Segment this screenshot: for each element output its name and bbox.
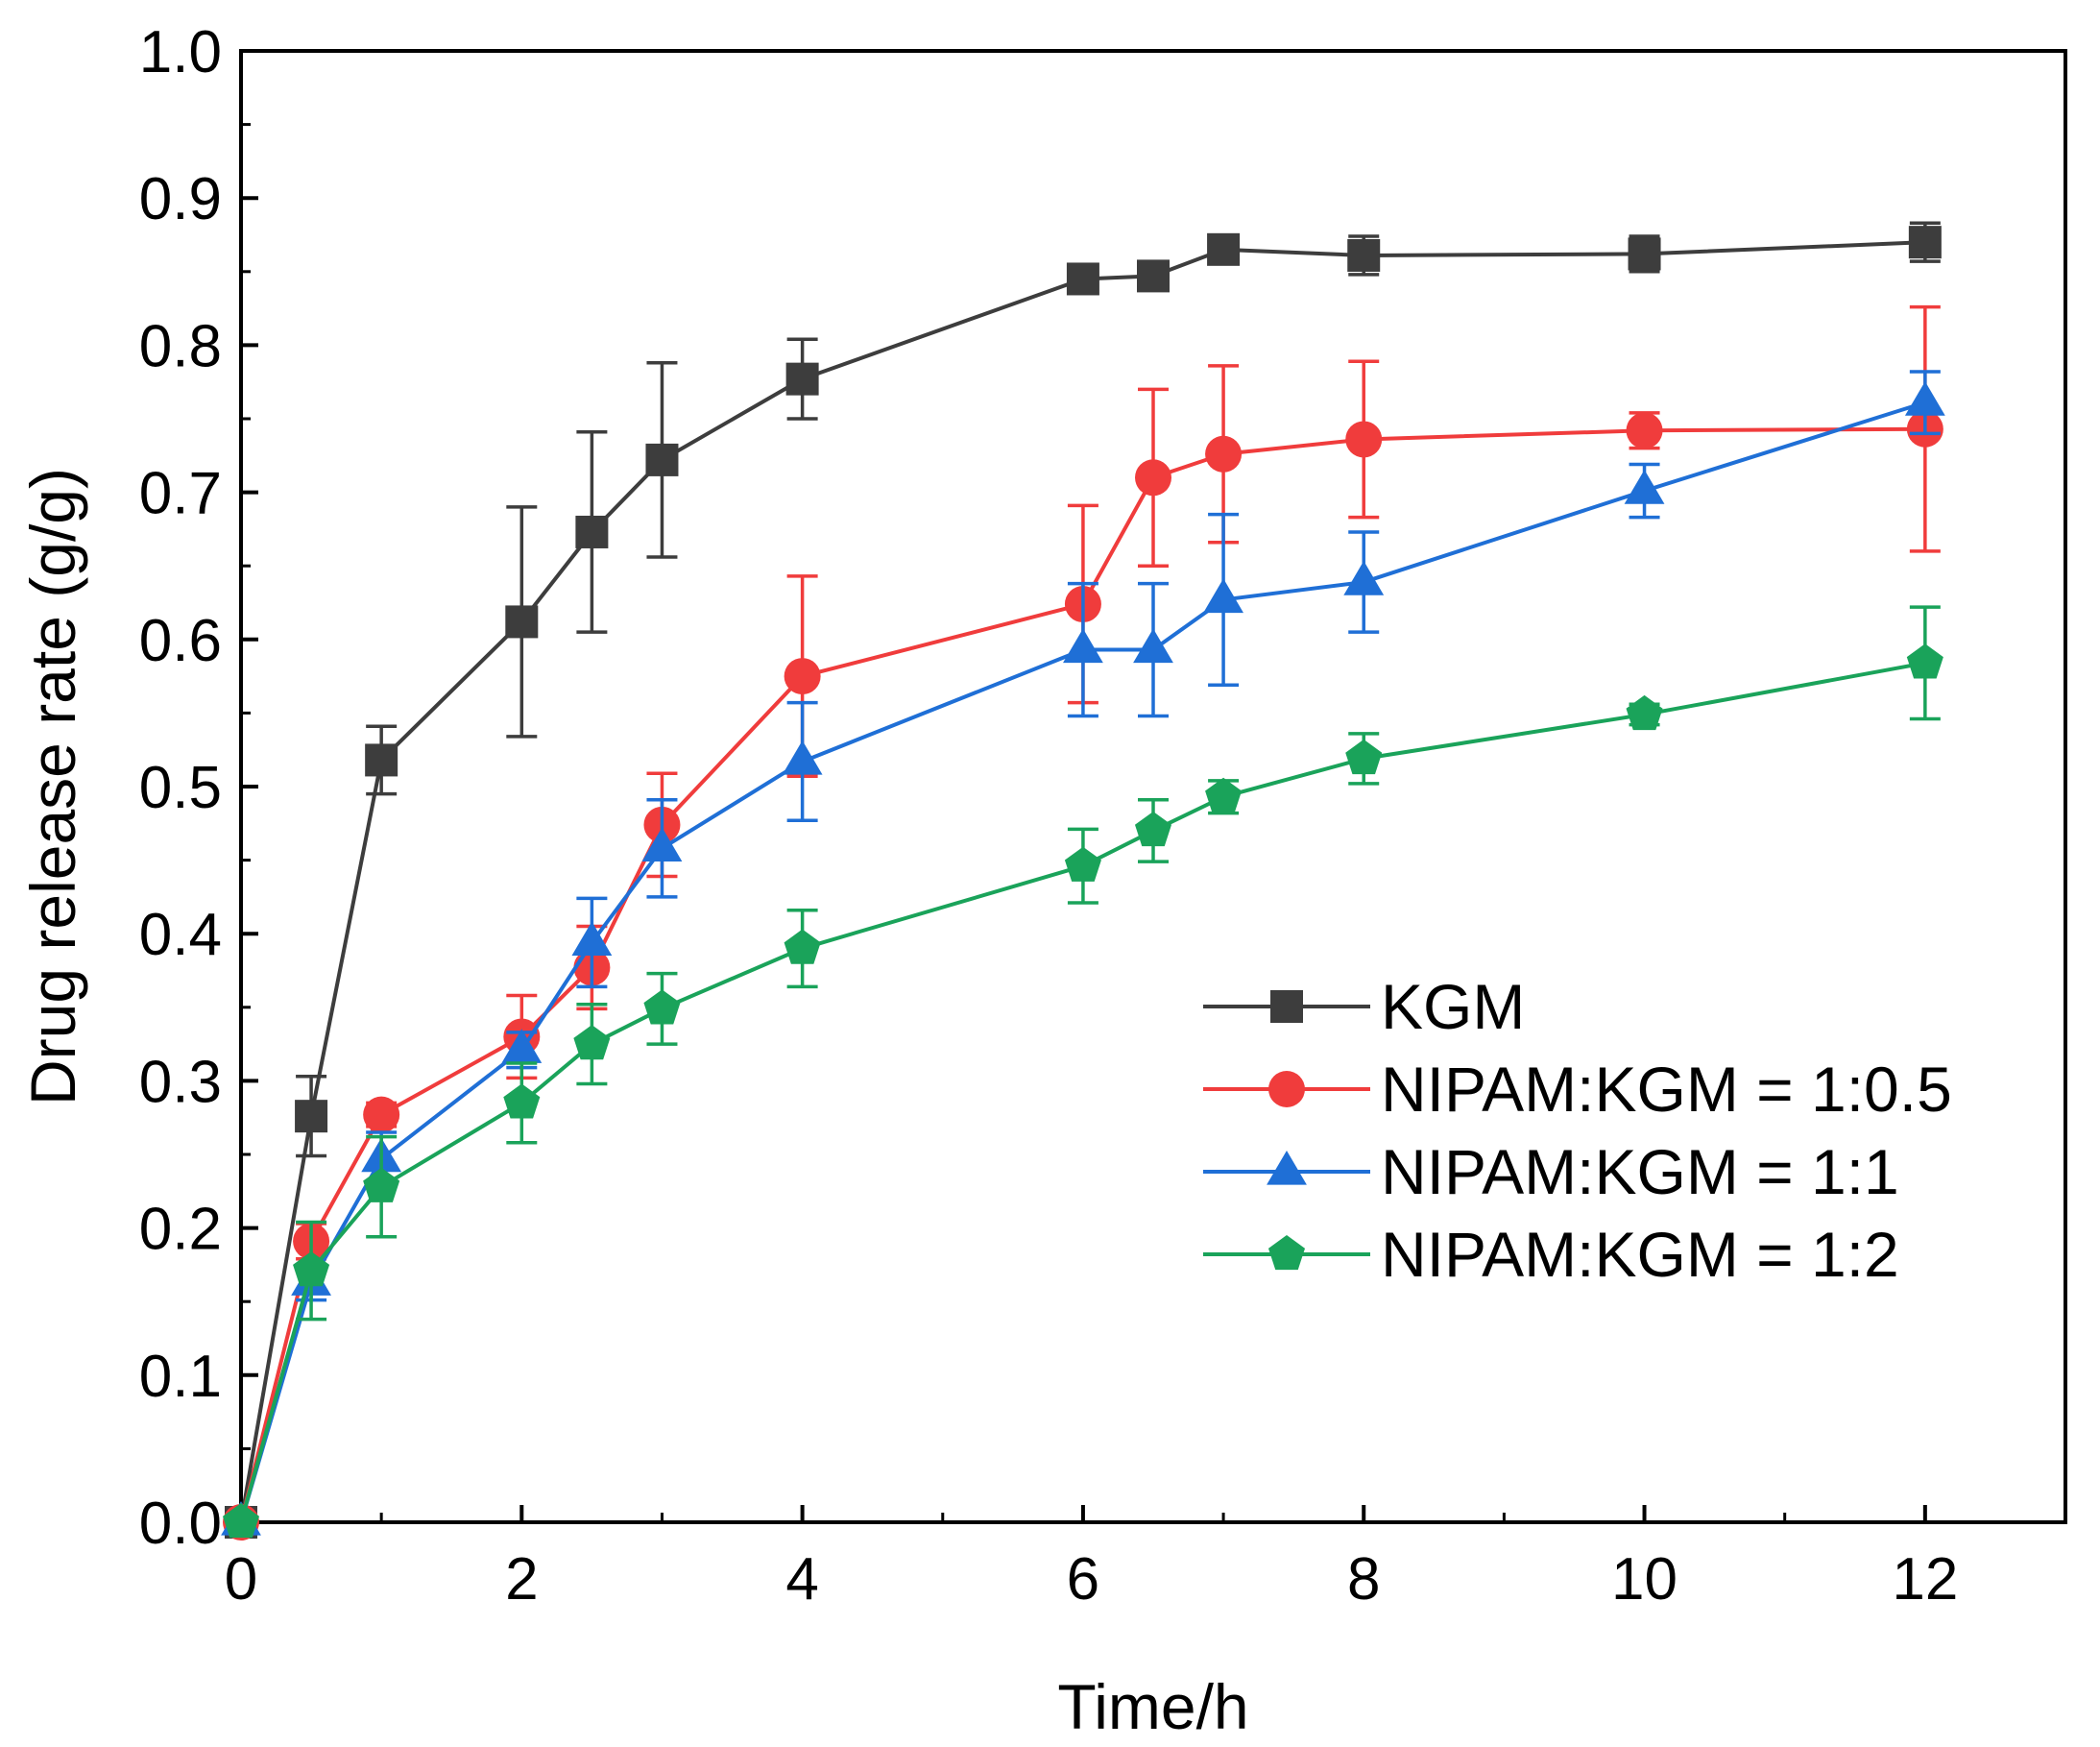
data-point bbox=[1343, 561, 1385, 595]
data-point bbox=[505, 605, 539, 639]
data-point bbox=[1205, 777, 1243, 813]
legend-label: NIPAM:KGM = 1:1 bbox=[1381, 1136, 1899, 1207]
x-tick-label: 8 bbox=[1347, 1546, 1380, 1613]
data-point bbox=[1908, 226, 1942, 259]
data-point bbox=[363, 1096, 400, 1133]
y-tick-label: 1.0 bbox=[139, 19, 222, 85]
legend-marker bbox=[1270, 990, 1303, 1023]
data-point bbox=[785, 362, 819, 396]
y-tick-label: 0.2 bbox=[139, 1197, 222, 1263]
data-point bbox=[1626, 694, 1663, 731]
y-tick-label: 0.3 bbox=[139, 1049, 222, 1115]
data-point bbox=[363, 1167, 400, 1202]
series-1 bbox=[225, 221, 1942, 1539]
series-2 bbox=[223, 304, 1943, 1541]
y-tick-label: 0.5 bbox=[139, 755, 222, 821]
data-point bbox=[643, 989, 681, 1025]
x-axis-ticks: 0 2 4 6 8 10 12 bbox=[225, 1505, 1958, 1613]
legend-label: KGM bbox=[1381, 971, 1525, 1042]
data-point bbox=[1347, 238, 1381, 272]
data-point bbox=[1628, 237, 1661, 271]
data-point bbox=[501, 1029, 543, 1063]
data-point bbox=[1137, 259, 1170, 293]
data-point bbox=[1134, 811, 1172, 847]
data-point bbox=[1626, 412, 1663, 449]
legend-marker bbox=[1267, 1235, 1306, 1271]
y-tick-label: 0.0 bbox=[139, 1491, 222, 1557]
x-tick-label: 4 bbox=[785, 1546, 818, 1613]
data-point bbox=[1345, 421, 1383, 458]
data-point bbox=[1063, 628, 1103, 664]
data-point bbox=[1906, 643, 1943, 679]
legend-item: NIPAM:KGM = 1:2 bbox=[1203, 1219, 1899, 1290]
legend-item: KGM bbox=[1203, 971, 1525, 1042]
data-point bbox=[365, 743, 398, 777]
data-point bbox=[1066, 262, 1099, 296]
y-axis-ticks: 0.0 0.1 0.2 0.3 0.4 0.5 0.6 0.7 0.8 0.9 1.0 bbox=[139, 19, 258, 1557]
legend-marker bbox=[1268, 1071, 1305, 1107]
y-tick-label: 0.1 bbox=[139, 1344, 222, 1410]
data-point bbox=[575, 515, 609, 548]
y-tick-label: 0.7 bbox=[139, 461, 222, 527]
series-4 bbox=[222, 605, 1943, 1539]
data-point bbox=[573, 1025, 611, 1060]
data-point bbox=[1345, 739, 1383, 775]
x-axis-title: Time/h bbox=[1057, 1671, 1248, 1742]
data-point bbox=[1203, 578, 1243, 614]
legend-label: NIPAM:KGM = 1:0.5 bbox=[1381, 1054, 1952, 1125]
data-point bbox=[1064, 846, 1101, 882]
y-axis-title: Drug release rate (g/g) bbox=[17, 468, 88, 1105]
data-point bbox=[1904, 381, 1945, 416]
y-tick-label: 0.9 bbox=[139, 166, 222, 232]
series-layer bbox=[221, 221, 1945, 1541]
x-tick-label: 6 bbox=[1067, 1546, 1099, 1613]
x-tick-label: 0 bbox=[225, 1546, 257, 1613]
data-point bbox=[293, 1251, 330, 1287]
y-tick-label: 0.6 bbox=[139, 608, 222, 674]
data-point bbox=[641, 827, 683, 861]
x-tick-label: 12 bbox=[1892, 1546, 1958, 1613]
data-point bbox=[1135, 459, 1171, 497]
data-point bbox=[1207, 232, 1241, 266]
x-tick-label: 10 bbox=[1611, 1546, 1678, 1613]
y-tick-label: 0.4 bbox=[139, 902, 222, 968]
legend-marker bbox=[1267, 1151, 1307, 1185]
legend-item: NIPAM:KGM = 1:0.5 bbox=[1203, 1054, 1952, 1125]
data-point bbox=[222, 1503, 260, 1539]
data-point bbox=[1133, 628, 1173, 664]
y-tick-label: 0.8 bbox=[139, 313, 222, 379]
data-point bbox=[503, 1083, 541, 1119]
legend-item: NIPAM:KGM = 1:1 bbox=[1203, 1136, 1899, 1207]
data-point bbox=[1624, 470, 1665, 504]
data-point bbox=[784, 929, 821, 964]
data-point bbox=[782, 740, 823, 775]
data-point bbox=[784, 658, 821, 695]
x-tick-label: 2 bbox=[505, 1546, 538, 1613]
data-point bbox=[295, 1100, 328, 1133]
data-point bbox=[1205, 435, 1243, 473]
legend-label: NIPAM:KGM = 1:2 bbox=[1381, 1219, 1899, 1290]
data-point bbox=[645, 443, 679, 476]
data-point bbox=[571, 921, 613, 957]
legend: KGM NIPAM:KGM = 1:0.5 NIPAM:KGM = 1:1 NIPAM… bbox=[1203, 971, 1952, 1290]
